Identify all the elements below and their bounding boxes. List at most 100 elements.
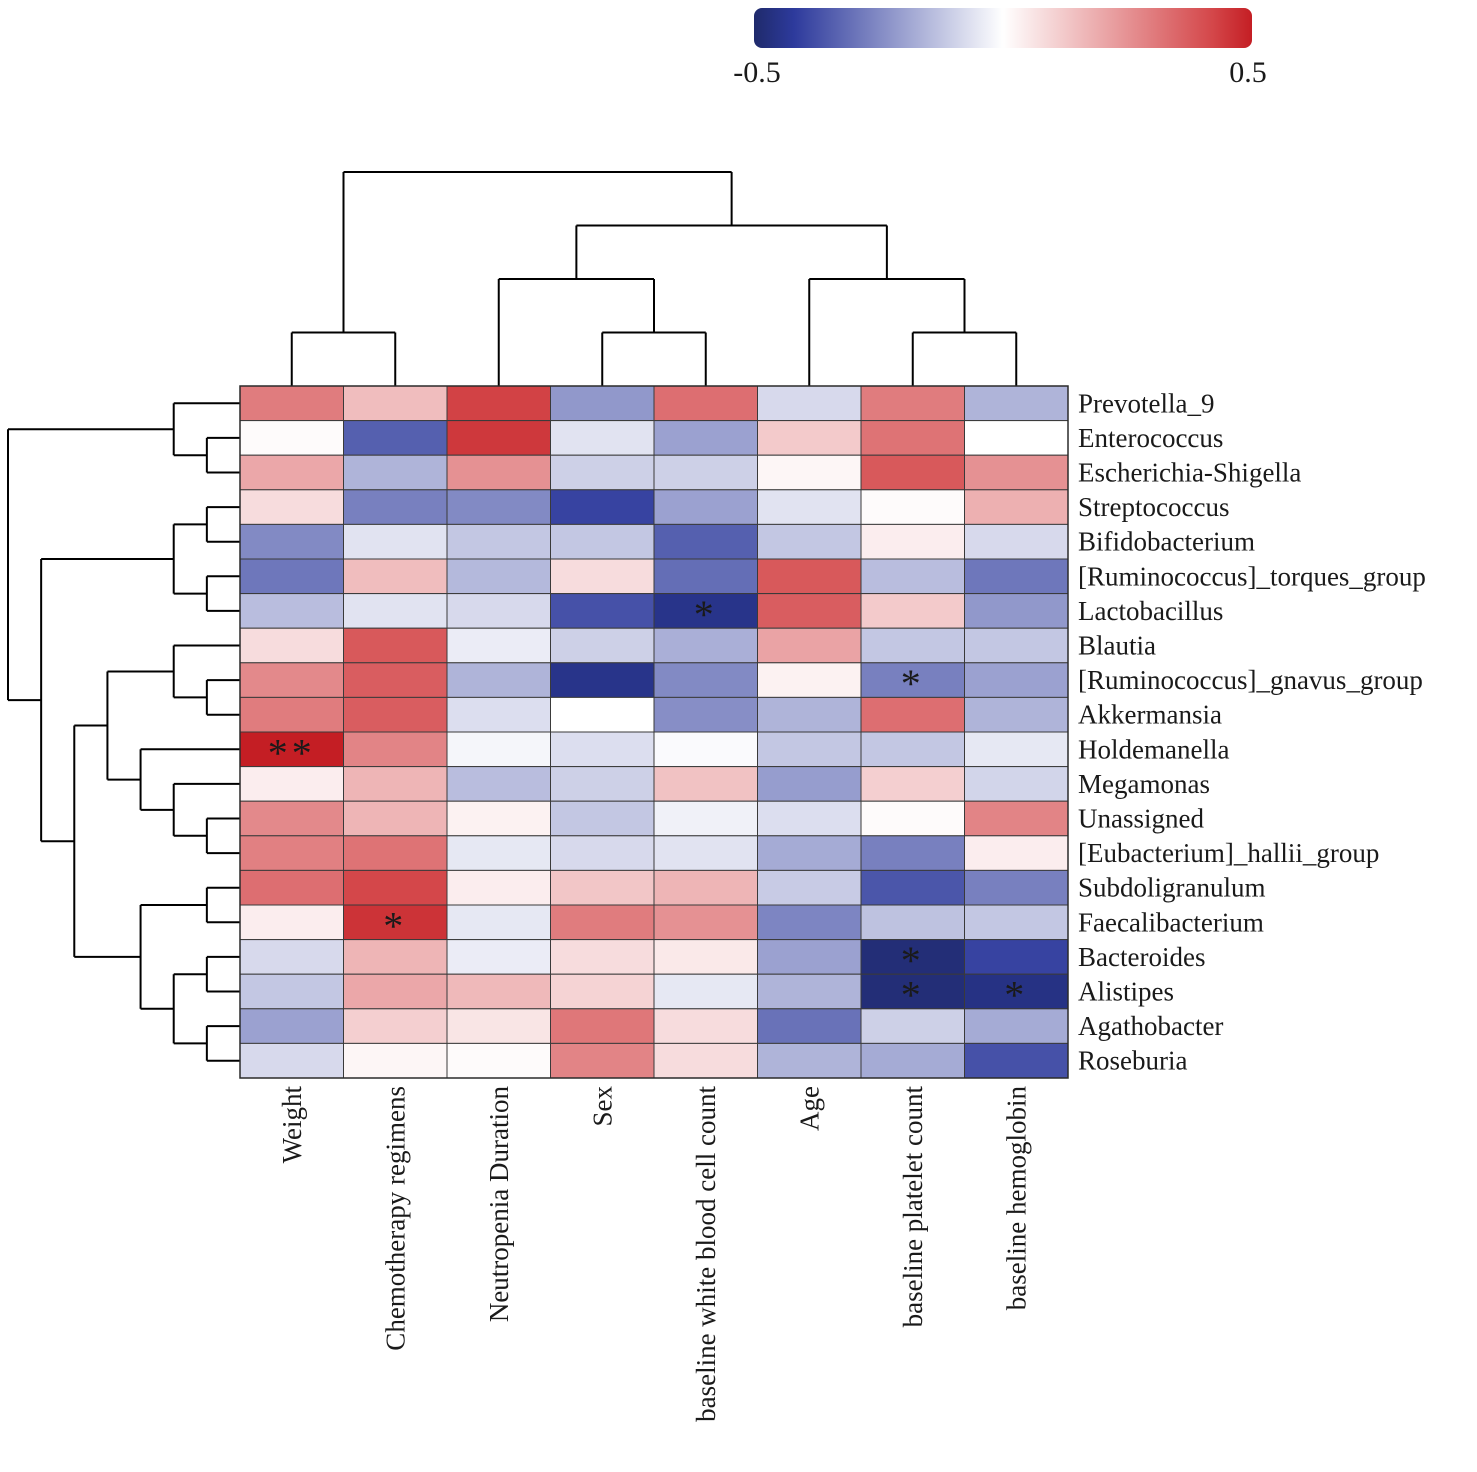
heatmap-cell xyxy=(653,696,758,733)
heatmap-cell xyxy=(343,627,448,664)
heatmap-cell xyxy=(757,696,862,733)
heatmap-cell xyxy=(653,869,758,906)
heatmap-cell xyxy=(550,454,655,491)
heatmap-cell xyxy=(964,766,1069,802)
heatmap-cell xyxy=(343,766,448,802)
significance-mark: * xyxy=(901,973,925,1018)
heatmap-cell xyxy=(653,1008,758,1044)
heatmap-cell xyxy=(860,454,965,491)
heatmap-cell xyxy=(653,662,758,698)
heatmap-cell xyxy=(757,489,862,525)
heatmap-cell xyxy=(860,696,965,733)
heatmap-cell xyxy=(239,489,344,525)
heatmap-cell xyxy=(239,558,344,595)
heatmap-cell xyxy=(239,1008,344,1044)
heatmap-cell xyxy=(239,869,344,906)
column-label: Age xyxy=(794,1086,824,1131)
colorbar-gradient xyxy=(754,8,1252,48)
heatmap-cell xyxy=(860,662,965,698)
heatmap-cell xyxy=(964,731,1069,768)
heatmap-cell xyxy=(239,904,344,941)
heatmap-cell xyxy=(446,766,551,802)
heatmap-cell xyxy=(964,869,1069,906)
heatmap-cell xyxy=(239,454,344,491)
heatmap-cell xyxy=(550,800,655,837)
heatmap-cell xyxy=(550,558,655,595)
heatmap-cell xyxy=(653,766,758,802)
heatmap-cell xyxy=(239,835,344,871)
heatmap-cell xyxy=(550,869,655,906)
significance-marks: ******* * xyxy=(268,592,1024,1018)
row-label: [Eubacterium]_hallii_group xyxy=(1078,838,1379,868)
heatmap-cell xyxy=(860,1042,965,1079)
heatmap-cell xyxy=(446,835,551,871)
heatmap-cell xyxy=(550,939,655,975)
heatmap-cell xyxy=(653,558,758,595)
heatmap-cell xyxy=(446,1042,551,1079)
heatmap-cell xyxy=(757,593,862,629)
row-label: Prevotella_9 xyxy=(1078,388,1214,418)
colorbar: -0.5 0.5 xyxy=(733,8,1267,89)
heatmap-cell xyxy=(653,593,758,629)
column-labels: Weight Chemotherapy regimens Neutropenia D… xyxy=(277,1086,1032,1422)
heatmap-cell xyxy=(239,420,344,456)
column-label: Sex xyxy=(587,1086,617,1127)
heatmap-cell xyxy=(343,869,448,906)
heatmap-cell xyxy=(343,662,448,698)
heatmap-cell xyxy=(239,593,344,629)
heatmap-cell xyxy=(653,731,758,768)
row-label: Lactobacillus xyxy=(1078,596,1223,626)
heatmap-cell xyxy=(757,869,862,906)
heatmap-cell xyxy=(860,385,965,422)
row-label: Akkermansia xyxy=(1078,700,1222,730)
heatmap-cell xyxy=(239,731,344,768)
heatmap-cell xyxy=(964,1042,1069,1079)
heatmap-cell xyxy=(757,1042,862,1079)
column-dendrogram xyxy=(290,171,1018,386)
significance-mark: * xyxy=(901,938,925,983)
heatmap-cell xyxy=(653,523,758,560)
heatmap-cell xyxy=(239,696,344,733)
column-label: baseline hemoglobin xyxy=(1001,1086,1031,1311)
heatmap-cell xyxy=(343,696,448,733)
row-label: Enterococcus xyxy=(1078,423,1223,453)
heatmap-cell xyxy=(446,973,551,1010)
row-label: [Ruminococcus]_torques_group xyxy=(1078,561,1426,591)
row-labels: Prevotella_9 Enterococcus Escherichia-Shig… xyxy=(1078,388,1426,1075)
heatmap-cell xyxy=(653,489,758,525)
row-label: Holdemanella xyxy=(1078,734,1229,764)
heatmap-cell xyxy=(343,385,448,422)
heatmap-cell xyxy=(446,869,551,906)
heatmap-cell xyxy=(446,420,551,456)
heatmap-cell xyxy=(239,939,344,975)
column-label: Weight xyxy=(277,1086,307,1164)
heatmap-cell xyxy=(550,731,655,768)
heatmap-cell xyxy=(446,1008,551,1044)
heatmap-cell xyxy=(446,939,551,975)
heatmap-cell xyxy=(757,627,862,664)
heatmap-cell xyxy=(653,385,758,422)
significance-mark: ** xyxy=(268,730,316,775)
row-label: Roseburia xyxy=(1078,1046,1187,1076)
row-label: Agathobacter xyxy=(1078,1011,1223,1041)
heatmap-cell xyxy=(343,800,448,837)
heatmap-cell xyxy=(757,420,862,456)
heatmap-cell xyxy=(343,835,448,871)
heatmap-cell xyxy=(446,696,551,733)
heatmap-cell xyxy=(964,523,1069,560)
heatmap-cell xyxy=(446,627,551,664)
heatmap-cell xyxy=(550,627,655,664)
row-label: Subdoligranulum xyxy=(1078,873,1266,903)
row-label: Alistipes xyxy=(1078,977,1174,1007)
heatmap-cell xyxy=(964,627,1069,664)
heatmap-cell xyxy=(757,973,862,1010)
significance-mark: * xyxy=(694,592,718,637)
heatmap-cell xyxy=(343,1008,448,1044)
heatmap-cell xyxy=(550,662,655,698)
heatmap-cell xyxy=(343,904,448,941)
heatmap-cell xyxy=(860,593,965,629)
heatmap-cell xyxy=(860,800,965,837)
heatmap-cell xyxy=(860,973,965,1010)
heatmap-cell xyxy=(446,904,551,941)
heatmap-cell xyxy=(343,1042,448,1079)
